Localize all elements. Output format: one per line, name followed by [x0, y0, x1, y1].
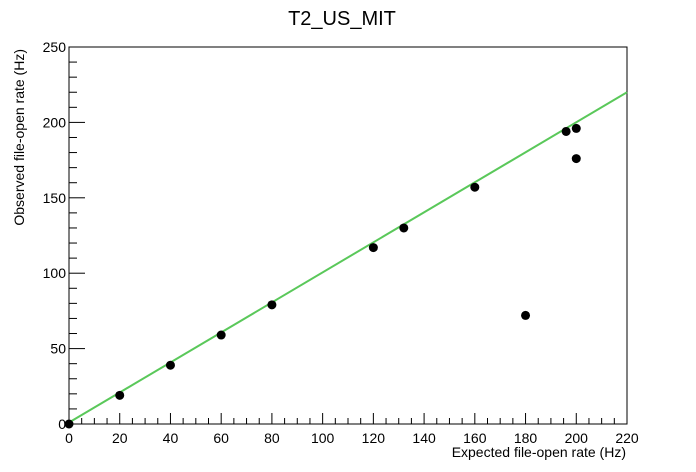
x-tick-label: 180 [514, 430, 538, 446]
data-point [561, 126, 571, 136]
y-tick-label: 0 [58, 416, 66, 432]
plot-frame [68, 46, 628, 425]
y-tick-label: 250 [43, 39, 67, 55]
y-axis-label: Observed file-open rate (Hz) [11, 49, 27, 226]
data-point [64, 419, 74, 429]
data-point [521, 310, 531, 320]
data-point [470, 182, 480, 192]
fit-line-group [68, 91, 628, 424]
data-point [115, 390, 125, 400]
data-point [165, 360, 175, 370]
x-tick-label: 140 [412, 430, 436, 446]
data-point [368, 243, 378, 253]
y-tick-label: 50 [50, 341, 66, 357]
x-tick-label: 40 [163, 430, 179, 446]
y-tick-label: 200 [43, 114, 67, 130]
axis-ticks [68, 46, 628, 425]
data-point [571, 154, 581, 164]
y-tick-label: 150 [43, 190, 67, 206]
data-point [571, 123, 581, 133]
tick-labels: 0 20 40 60 80 100 120 140 160 180 200 220 0 50 100 150 2… [43, 39, 639, 446]
data-points [64, 123, 581, 429]
x-tick-label: 120 [362, 430, 386, 446]
y-tick-label: 100 [43, 265, 67, 281]
x-tick-label: 60 [213, 430, 229, 446]
x-tick-label: 0 [65, 430, 73, 446]
x-tick-label: 20 [112, 430, 128, 446]
x-axis-label: Expected file-open rate (Hz) [452, 444, 626, 460]
chart-title: T2_US_MIT [288, 8, 396, 30]
data-point [216, 330, 226, 340]
x-tick-label: 80 [264, 430, 280, 446]
data-point [399, 223, 409, 233]
plot-border [68, 46, 628, 425]
x-tick-label: 100 [311, 430, 335, 446]
data-point [267, 300, 277, 310]
x-tick-label: 160 [463, 430, 487, 446]
x-tick-label: 220 [615, 430, 639, 446]
x-tick-label: 200 [565, 430, 589, 446]
fit-line [68, 91, 628, 424]
